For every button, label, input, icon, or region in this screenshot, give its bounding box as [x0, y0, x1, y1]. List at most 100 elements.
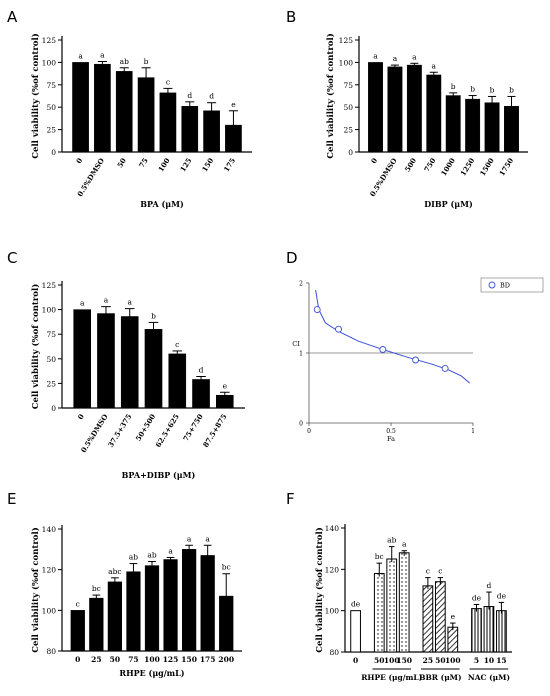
y-tick-label: 0 — [51, 404, 56, 413]
x-axis-label: BPA (μM) — [140, 199, 184, 209]
y-tick-label: 0 — [299, 421, 303, 428]
significance-letter: e — [451, 612, 456, 621]
significance-letter: a — [78, 51, 83, 60]
bar — [504, 106, 519, 153]
x-tick-label: 125 — [163, 655, 179, 664]
bar — [144, 565, 160, 652]
bar — [137, 77, 155, 153]
y-tick-label: 2 — [299, 281, 303, 288]
bar — [115, 71, 133, 153]
y-tick-label: 140 — [325, 524, 340, 533]
significance-letter: c — [426, 567, 430, 576]
x-tick-label: 25 — [423, 656, 433, 665]
significance-letter: a — [80, 299, 85, 308]
y-axis-label: CI — [292, 340, 300, 348]
chart-panel-d: 2 1 00 0.5 1 CI Fa BD — [292, 277, 544, 443]
significance-letter: a — [205, 534, 210, 543]
x-tick-label: 1000 — [439, 156, 457, 177]
significance-letter: a — [402, 540, 407, 549]
bar — [386, 558, 398, 653]
y-tick-label: 1 — [299, 351, 303, 358]
legend-marker — [488, 281, 496, 289]
bar — [126, 571, 141, 652]
bar — [144, 329, 163, 409]
bar — [373, 572, 385, 653]
significance-letter: a — [432, 61, 437, 70]
y-tick-label: 100 — [339, 58, 354, 67]
x-tick-label: 150 — [396, 656, 412, 665]
x-tick-label: 0 — [369, 156, 379, 165]
y-tick-label: 120 — [42, 566, 57, 575]
significance-letter: bc — [375, 552, 384, 561]
y-axis-label: Cell viability (%of control) — [30, 527, 41, 652]
bar — [483, 606, 495, 653]
data-point — [412, 356, 420, 364]
bar — [496, 610, 507, 653]
x-axis-label: DIBP (μM) — [424, 199, 473, 209]
data-point — [313, 306, 321, 314]
y-tick-label: 125 — [339, 36, 354, 45]
x-tick-label: 10 — [484, 656, 494, 665]
legend-label: BD — [500, 282, 510, 290]
x-axis-label: Fa — [387, 435, 395, 443]
significance-letter: ab — [147, 551, 156, 560]
y-tick-label: 25 — [46, 126, 56, 135]
bar — [192, 379, 210, 409]
x-tick-label: 25 — [91, 655, 101, 664]
bar — [422, 585, 434, 653]
significance-letter: a — [393, 54, 398, 63]
x-tick-label: 0 — [75, 655, 80, 664]
significance-letter: ab — [120, 57, 129, 66]
y-axis-label: Cell viability (%of control) — [30, 284, 41, 409]
bar — [107, 581, 123, 652]
significance-letter: de — [497, 591, 507, 600]
y-tick-label: 100 — [42, 306, 57, 315]
y-tick-label: 80 — [46, 647, 56, 656]
y-tick-label: 125 — [42, 281, 57, 290]
x-tick-label: 1500 — [478, 156, 496, 177]
significance-letter: a — [127, 298, 132, 307]
x-tick-label: 750 — [422, 156, 437, 173]
bar — [200, 555, 215, 652]
group-label: RHPE (μg/mL) — [361, 673, 422, 682]
significance-letter: abc — [108, 567, 121, 576]
bar — [89, 597, 104, 652]
x-tick-label: 75+750 — [181, 412, 205, 443]
bar — [159, 92, 177, 153]
data-point — [441, 364, 449, 372]
x-tick-label: 100 — [384, 656, 400, 665]
y-tick-label: 120 — [325, 565, 340, 574]
bar — [70, 610, 85, 652]
significance-letter: a — [168, 546, 173, 555]
data-point — [379, 346, 387, 353]
bar — [225, 124, 242, 153]
significance-letter: c — [175, 340, 179, 349]
bar — [465, 98, 481, 153]
significance-letter: a — [104, 296, 109, 305]
bar — [406, 64, 422, 153]
x-tick-label: 1250 — [458, 156, 476, 177]
panel-label-c: C — [7, 249, 17, 267]
y-axis-label: Cell viability (%of control) — [325, 33, 336, 158]
significance-letter: b — [451, 82, 456, 91]
x-tick-label: 150 — [181, 655, 197, 664]
significance-letter: a — [187, 534, 192, 543]
significance-letter: ab — [387, 536, 396, 545]
significance-letter: a — [373, 51, 378, 60]
significance-letter: a — [412, 52, 417, 61]
bar — [181, 106, 199, 153]
significance-letter: c — [166, 77, 170, 86]
significance-letter: bc — [92, 584, 101, 593]
y-tick-label: 100 — [42, 58, 57, 67]
significance-letter: b — [151, 311, 156, 320]
significance-letter: d — [487, 581, 492, 590]
significance-letter: b — [144, 57, 149, 66]
group-label: NAC (μM) — [468, 673, 510, 682]
y-tick-label: 0 — [348, 148, 353, 157]
x-tick-label: 0 — [307, 428, 311, 435]
x-tick-label: 0 — [74, 156, 84, 165]
y-tick-label: 100 — [42, 606, 57, 615]
